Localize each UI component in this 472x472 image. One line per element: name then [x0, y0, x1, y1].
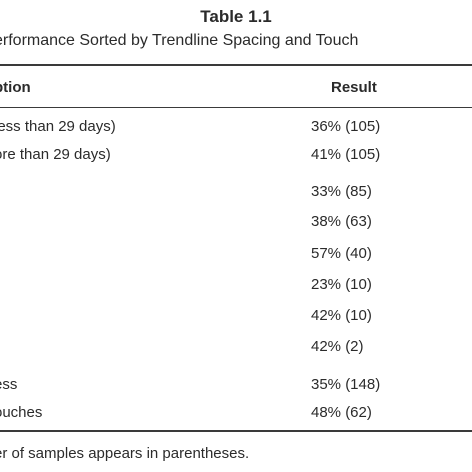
table-row: 42% (10): [0, 307, 472, 329]
table-row: ore than 29 days) 41% (105): [0, 146, 472, 168]
row-result: 42% (2): [311, 338, 364, 355]
row-description: ess: [0, 376, 18, 393]
row-description: less than 29 days): [0, 118, 116, 135]
row-result: 23% (10): [311, 276, 372, 293]
row-result: 38% (63): [311, 213, 372, 230]
table-row: 42% (2): [0, 338, 472, 360]
row-result: 42% (10): [311, 307, 372, 324]
table-footnote: er of samples appears in parentheses.: [0, 445, 250, 462]
table-row: 38% (63): [0, 213, 472, 235]
row-result: 35% (148): [311, 376, 381, 393]
table-title: Table 1.1: [200, 7, 272, 26]
row-description: ouches: [0, 404, 43, 421]
row-result: 41% (105): [311, 146, 381, 163]
row-result: 57% (40): [311, 245, 372, 262]
column-header-description: ption: [0, 79, 31, 96]
row-result: 48% (62): [311, 404, 372, 421]
table-bottom-rule: [0, 430, 472, 432]
table-header-rule: [0, 107, 472, 108]
table-row: less than 29 days) 36% (105): [0, 118, 472, 140]
table-row: 57% (40): [0, 245, 472, 267]
table-top-rule: [0, 64, 472, 66]
table-row: ess 35% (148): [0, 376, 472, 398]
column-header-result: Result: [331, 79, 377, 96]
table-row: 23% (10): [0, 276, 472, 298]
row-result: 36% (105): [311, 118, 381, 135]
row-result: 33% (85): [311, 183, 372, 200]
table-subtitle: erformance Sorted by Trendline Spacing a…: [0, 32, 359, 49]
table-row: 33% (85): [0, 183, 472, 205]
row-description: ore than 29 days): [0, 146, 111, 163]
table-row: ouches 48% (62): [0, 404, 472, 426]
